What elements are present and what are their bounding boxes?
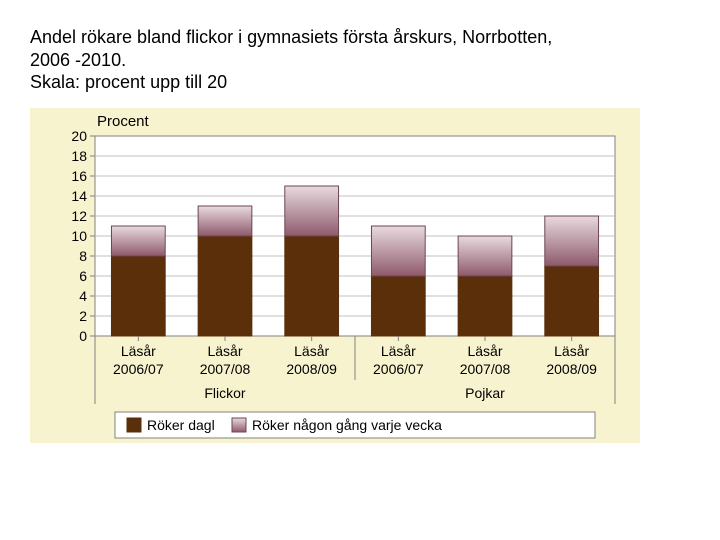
caption-line-1: Andel rökare bland flickor i gymnasiets …: [30, 27, 552, 47]
y-tick-label: 10: [71, 228, 87, 244]
bar-segment: [371, 276, 425, 336]
y-tick-label: 16: [71, 168, 87, 184]
legend-swatch: [232, 418, 246, 432]
y-tick-label: 20: [71, 128, 87, 144]
x-tick-label-line1: Läsår: [467, 343, 502, 359]
bar-segment: [198, 236, 252, 336]
x-tick-label-line2: 2008/09: [286, 361, 337, 377]
y-tick-label: 18: [71, 148, 87, 164]
bar-segment: [545, 216, 599, 266]
bar-segment: [198, 206, 252, 236]
caption: Andel rökare bland flickor i gymnasiets …: [30, 26, 690, 94]
bar-segment: [111, 256, 165, 336]
y-tick-label: 14: [71, 188, 87, 204]
chart-svg: Procent 0 2 4 6 8 10 12 14 16 18 20 Läsår 2006/07 Läså…: [30, 108, 640, 443]
x-tick-label-line2: 2006/07: [373, 361, 424, 377]
x-tick-label-line1: Läsår: [381, 343, 416, 359]
x-tick-label-line2: 2008/09: [546, 361, 597, 377]
y-axis-title: Procent: [97, 113, 150, 130]
y-tick-label: 8: [79, 248, 87, 264]
x-tick-label-line1: Läsår: [207, 343, 242, 359]
caption-line-3: Skala: procent upp till 20: [30, 72, 227, 92]
bar-segment: [285, 186, 339, 236]
caption-line-2: 2006 -2010.: [30, 50, 126, 70]
y-tick-label: 2: [79, 308, 87, 324]
x-tick-label-line1: Läsår: [121, 343, 156, 359]
x-tick-label-line2: 2006/07: [113, 361, 164, 377]
legend-swatch: [127, 418, 141, 432]
bar-segment: [371, 226, 425, 276]
x-tick-label-line1: Läsår: [554, 343, 589, 359]
bar-segment: [545, 266, 599, 336]
x-tick-label-line2: 2007/08: [200, 361, 251, 377]
bar-segment: [458, 236, 512, 276]
y-tick-label: 6: [79, 268, 87, 284]
y-tick-label: 0: [79, 328, 87, 344]
bar-segment: [458, 276, 512, 336]
x-tick-label-line1: Läsår: [294, 343, 329, 359]
x-tick-label-line2: 2007/08: [460, 361, 511, 377]
legend-label: Röker någon gång varje vecka: [252, 417, 442, 433]
y-tick-label: 4: [79, 288, 87, 304]
legend-label: Röker dagl: [147, 417, 215, 433]
bar-segment: [111, 226, 165, 256]
chart: Procent 0 2 4 6 8 10 12 14 16 18 20 Läsår 2006/07 Läså…: [30, 108, 640, 443]
group-label-pojkar: Pojkar: [465, 385, 505, 401]
y-tick-label: 12: [71, 208, 87, 224]
group-label-flickor: Flickor: [204, 385, 246, 401]
bar-segment: [285, 236, 339, 336]
